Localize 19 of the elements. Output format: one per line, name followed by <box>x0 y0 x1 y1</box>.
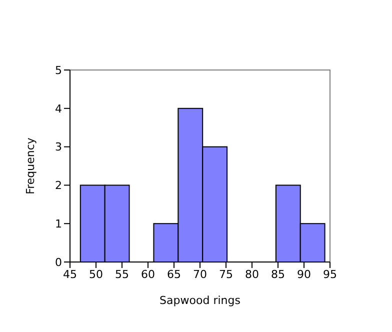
y-tick-label: 0 <box>55 256 62 269</box>
x-tick-label: 50 <box>89 268 103 281</box>
x-tick-label: 60 <box>141 268 155 281</box>
x-tick-label: 80 <box>245 268 259 281</box>
y-axis-title: Frequency <box>24 137 37 194</box>
y-tick-label: 4 <box>55 102 62 116</box>
y-tick-label: 1 <box>55 218 62 231</box>
x-tick-label: 45 <box>63 268 77 281</box>
x-tick-label: 70 <box>193 268 207 281</box>
y-tick-label: 2 <box>55 179 62 192</box>
x-tick-label: 95 <box>323 268 337 281</box>
x-tick-label: 85 <box>271 268 285 281</box>
x-axis-title: Sapwood rings <box>160 294 241 307</box>
y-tick-label: 5 <box>55 64 62 77</box>
y-tick-label: 3 <box>55 140 62 154</box>
x-tick-label: 55 <box>115 268 129 281</box>
x-tick-label: 90 <box>297 268 311 281</box>
x-tick-label: 75 <box>219 268 233 281</box>
x-tick-label: 65 <box>167 268 181 281</box>
